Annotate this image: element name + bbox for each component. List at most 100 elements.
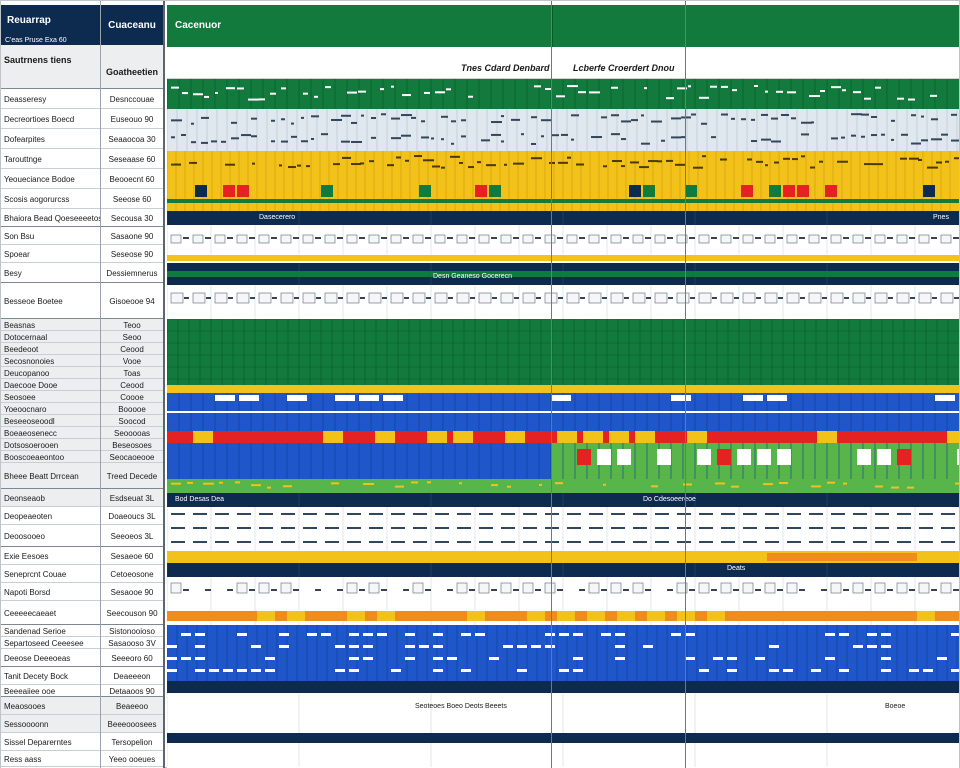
schedule-cell[interactable] [303, 541, 317, 543]
schedule-cell[interactable] [360, 297, 365, 299]
schedule-cell[interactable] [195, 669, 205, 672]
schedule-cell[interactable] [251, 135, 257, 138]
schedule-cell[interactable] [583, 431, 603, 443]
schedule-cell[interactable] [192, 292, 206, 304]
schedule-cell[interactable] [523, 541, 537, 543]
schedule-cell[interactable] [193, 431, 213, 443]
schedule-cell[interactable] [446, 88, 451, 91]
schedule-cell[interactable] [957, 449, 959, 465]
schedule-cell[interactable] [335, 645, 345, 648]
schedule-cell[interactable] [787, 527, 801, 529]
schedule-cell[interactable] [617, 611, 635, 621]
row-label-a[interactable]: Beedeoot [1, 343, 100, 355]
schedule-cell[interactable] [171, 163, 181, 166]
schedule-cell[interactable] [479, 541, 493, 543]
schedule-cell[interactable] [931, 118, 938, 121]
schedule-cell[interactable] [435, 91, 445, 94]
schedule-cell[interactable] [875, 485, 883, 488]
schedule-cell[interactable] [573, 633, 583, 636]
schedule-cell[interactable] [541, 119, 552, 122]
row-label-b[interactable]: Seeeoro 60 [101, 649, 163, 667]
row-label-b[interactable]: Soocod [101, 415, 163, 427]
schedule-cell[interactable] [801, 133, 809, 136]
schedule-cell[interactable] [685, 657, 695, 660]
schedule-cell[interactable] [271, 140, 275, 143]
schedule-cell[interactable] [249, 589, 255, 591]
row-label-a[interactable]: Ceeeeecaeaet [1, 601, 100, 625]
schedule-cell[interactable] [621, 165, 625, 168]
row-label-a[interactable]: Secosnonoies [1, 355, 100, 367]
schedule-cell[interactable] [351, 163, 361, 166]
schedule-cell[interactable] [865, 237, 871, 239]
schedule-cell[interactable] [545, 541, 559, 543]
row-label-a[interactable]: Deopeaeoten [1, 507, 100, 525]
schedule-cell[interactable] [918, 158, 922, 161]
schedule-cell[interactable] [777, 449, 791, 465]
schedule-cell[interactable] [401, 114, 412, 117]
schedule-cell[interactable] [324, 234, 336, 244]
schedule-cell[interactable] [864, 97, 871, 100]
schedule-cell[interactable] [941, 527, 955, 529]
schedule-cell[interactable] [676, 292, 690, 304]
schedule-cell[interactable] [923, 669, 933, 672]
schedule-cell[interactable] [237, 527, 251, 529]
row-label-b[interactable]: Teoo [101, 319, 163, 331]
schedule-cell[interactable] [557, 237, 563, 239]
row-label-b[interactable]: Seaaocoa 30 [101, 129, 163, 149]
schedule-cell[interactable] [732, 89, 737, 92]
schedule-cell[interactable] [434, 292, 448, 304]
schedule-cell[interactable] [294, 297, 299, 299]
schedule-cell[interactable] [754, 85, 758, 88]
schedule-cell[interactable] [917, 611, 935, 621]
schedule-cell[interactable] [945, 160, 949, 163]
schedule-cell[interactable] [316, 297, 321, 299]
schedule-cell[interactable] [755, 589, 761, 591]
schedule-cell[interactable] [325, 513, 339, 515]
detail-band-4[interactable] [167, 577, 959, 625]
schedule-cell[interactable] [742, 292, 756, 304]
schedule-cell[interactable] [841, 136, 845, 139]
row-label-a[interactable]: Ress aass [1, 751, 100, 767]
schedule-cell[interactable] [935, 395, 955, 401]
schedule-cell[interactable] [523, 513, 537, 515]
schedule-cell[interactable] [611, 86, 618, 89]
schedule-cell[interactable] [181, 657, 191, 660]
schedule-cell[interactable] [831, 527, 845, 529]
schedule-cell[interactable] [853, 91, 861, 94]
schedule-cell[interactable] [324, 292, 338, 304]
column-a-header[interactable]: Reuarrap [1, 5, 100, 35]
schedule-cell[interactable] [667, 237, 673, 239]
schedule-cell[interactable] [777, 237, 783, 239]
schedule-cell[interactable] [713, 657, 723, 660]
schedule-cell[interactable] [877, 449, 891, 465]
schedule-cell[interactable] [601, 237, 607, 239]
schedule-cell[interactable] [363, 657, 373, 660]
schedule-cell[interactable] [383, 395, 403, 401]
schedule-cell[interactable] [689, 237, 695, 239]
schedule-cell[interactable] [896, 292, 910, 304]
schedule-cell[interactable] [315, 589, 321, 591]
schedule-cell[interactable] [391, 513, 405, 515]
section-band-3[interactable] [167, 493, 959, 507]
footer-navy-band[interactable] [167, 733, 959, 743]
schedule-cell[interactable] [215, 395, 235, 401]
schedule-cell[interactable] [632, 582, 644, 594]
schedule-cell[interactable] [765, 527, 779, 529]
schedule-cell[interactable] [279, 645, 289, 648]
schedule-cell[interactable] [205, 589, 211, 591]
schedule-cell[interactable] [241, 134, 251, 137]
row-label-b[interactable]: Beseosoes [101, 439, 163, 451]
schedule-cell[interactable] [204, 95, 209, 98]
row-label-a[interactable]: Yoeoocnaro [1, 403, 100, 415]
schedule-cell[interactable] [671, 633, 681, 636]
schedule-cell[interactable] [469, 589, 475, 591]
row-label-a[interactable]: Daecooe Dooe [1, 379, 100, 391]
schedule-cell[interactable] [783, 157, 790, 160]
schedule-cell[interactable] [911, 142, 921, 145]
schedule-cell[interactable] [589, 541, 603, 543]
schedule-cell[interactable] [737, 449, 751, 465]
schedule-cell[interactable] [331, 118, 342, 121]
row-label-a[interactable]: Deasseresy [1, 89, 100, 109]
schedule-cell[interactable] [633, 513, 647, 515]
schedule-cell[interactable] [688, 85, 691, 88]
